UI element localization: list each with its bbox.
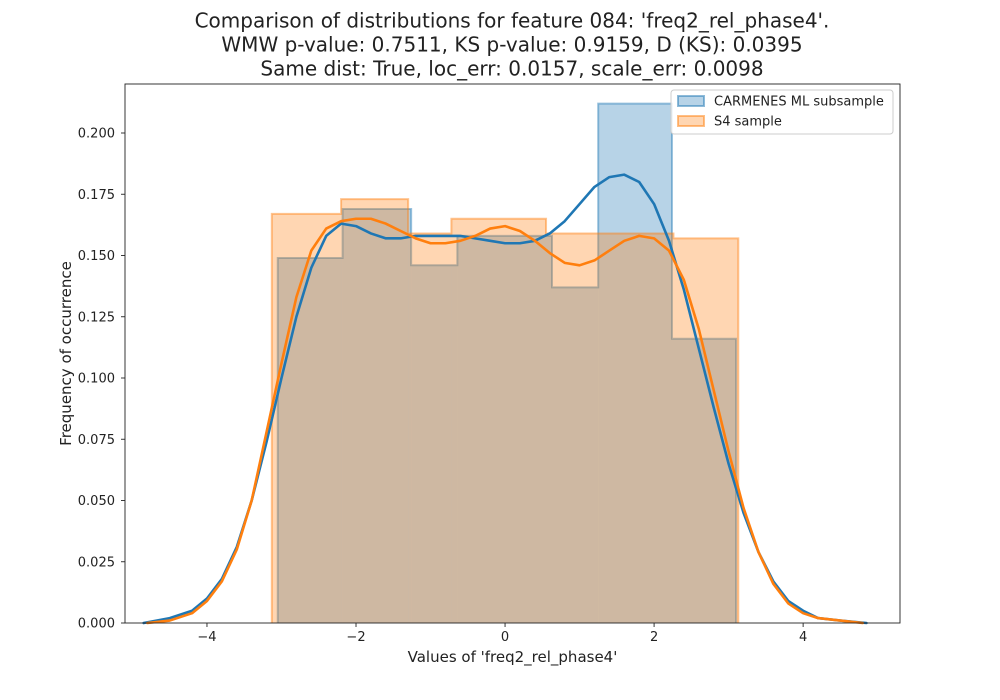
histogram-bar bbox=[673, 238, 739, 623]
histogram-bar bbox=[408, 233, 452, 623]
histogram-bar bbox=[595, 233, 674, 623]
axes-frame bbox=[124, 83, 901, 624]
y-tick-label: 0.150 bbox=[78, 249, 115, 264]
y-tick-label: 0.075 bbox=[78, 433, 115, 448]
x-tick-label: −4 bbox=[197, 630, 216, 645]
kde-line-0 bbox=[142, 173, 868, 625]
histogram-bar bbox=[551, 287, 599, 623]
x-tick-label: 2 bbox=[650, 630, 658, 645]
histogram-0 bbox=[276, 102, 738, 624]
y-tick-label: 0.125 bbox=[78, 310, 115, 325]
histogram-bar bbox=[457, 235, 552, 623]
histogram-bar bbox=[598, 103, 672, 624]
y-axis-label: Frequency of occurrence bbox=[57, 261, 75, 446]
x-tick-label: −2 bbox=[346, 630, 365, 645]
chart-title: Comparison of distributions for feature … bbox=[195, 9, 830, 81]
x-axis-ticks: −4 −2 0 2 4 bbox=[197, 623, 807, 645]
kde-line-1 bbox=[146, 217, 865, 625]
y-tick-label: 0.000 bbox=[78, 617, 115, 632]
chart-title-line-2: WMW p-value: 0.7511, KS p-value: 0.9159,… bbox=[221, 33, 802, 57]
y-tick-label: 0.100 bbox=[78, 372, 115, 387]
histogram-bar bbox=[277, 257, 343, 623]
legend-label: S4 sample bbox=[714, 115, 782, 130]
legend-label: CARMENES ML subsample bbox=[714, 95, 884, 110]
histogram-outline bbox=[270, 198, 740, 623]
histogram-bar bbox=[411, 265, 458, 623]
legend: CARMENES ML subsample S4 sample bbox=[670, 89, 894, 135]
y-tick-label: 0.200 bbox=[78, 127, 115, 142]
y-axis-ticks: 0.000 0.025 0.050 0.075 0.100 0.125 0.150 0.175… bbox=[78, 127, 125, 632]
legend-swatch bbox=[677, 115, 705, 127]
histogram-bar bbox=[271, 213, 342, 623]
x-tick-label: 0 bbox=[501, 630, 509, 645]
histogram-bar bbox=[671, 338, 737, 623]
legend-swatch bbox=[677, 95, 705, 107]
histogram-bar bbox=[341, 199, 409, 623]
histogram-1 bbox=[270, 198, 740, 623]
y-tick-label: 0.175 bbox=[78, 188, 115, 203]
histogram-bar bbox=[451, 218, 547, 623]
y-tick-label: 0.025 bbox=[78, 555, 115, 570]
chart-title-line-1: Comparison of distributions for feature … bbox=[195, 9, 830, 33]
histogram-bar bbox=[342, 208, 412, 623]
chart-title-line-3: Same dist: True, loc_err: 0.0157, scale_… bbox=[260, 57, 763, 81]
histogram-bar bbox=[546, 233, 596, 623]
y-tick-label: 0.050 bbox=[78, 494, 115, 509]
x-tick-label: 4 bbox=[799, 630, 807, 645]
plot-area bbox=[142, 102, 868, 625]
legend-frame bbox=[670, 89, 894, 135]
x-axis-label: Values of 'freq2_rel_phase4' bbox=[408, 648, 618, 667]
histogram-outline bbox=[276, 102, 738, 623]
